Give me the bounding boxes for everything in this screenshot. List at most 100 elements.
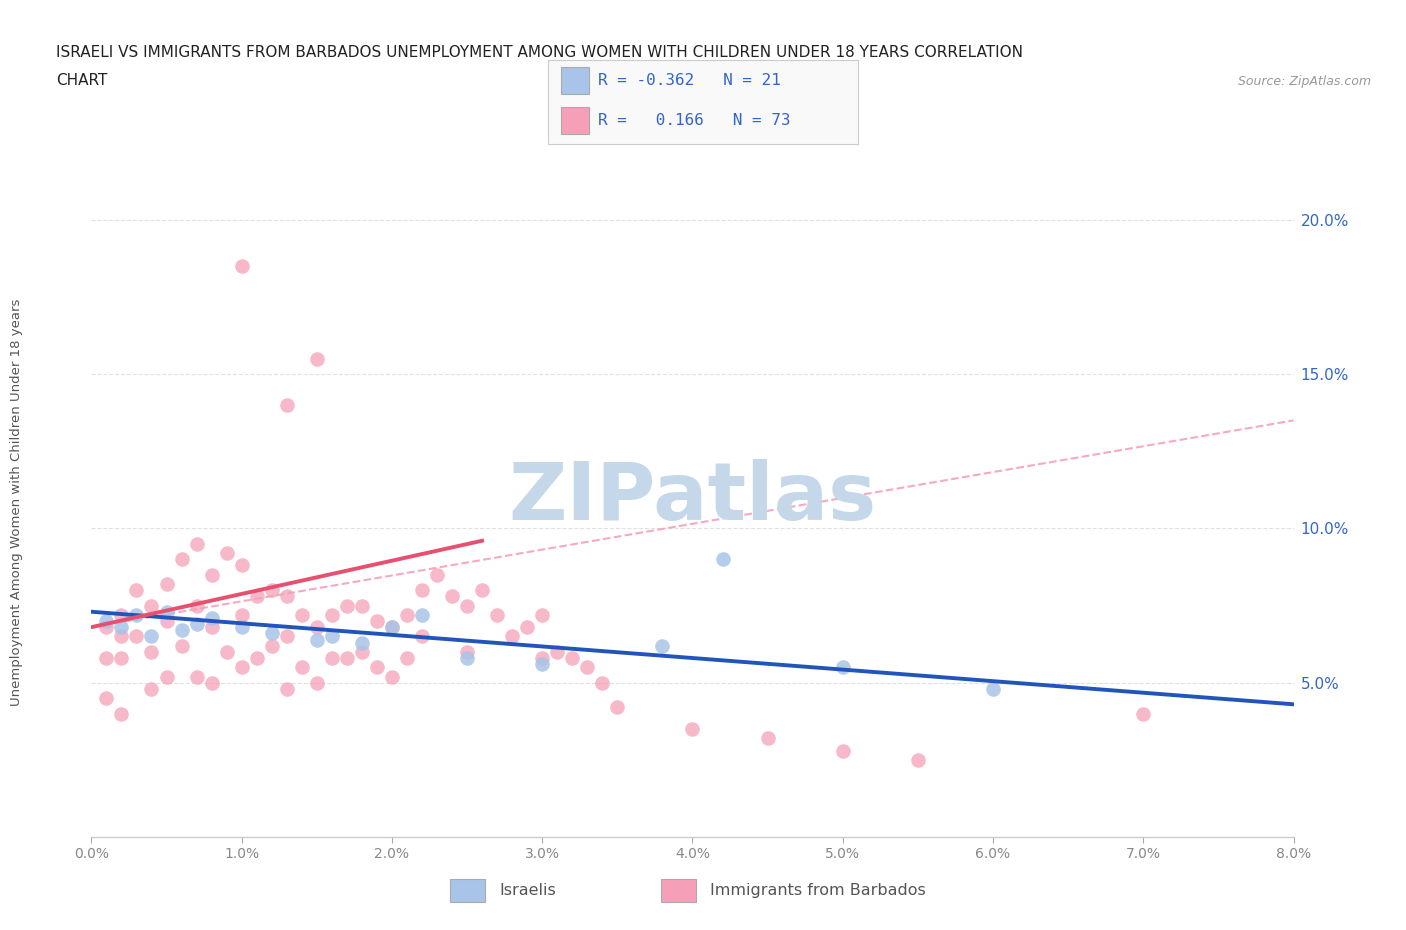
Bar	[561, 67, 589, 94]
Point	[456, 598, 478, 613]
Point	[201, 619, 224, 634]
Point	[321, 651, 343, 666]
Point	[531, 607, 554, 622]
Point	[231, 558, 253, 573]
Point	[231, 259, 253, 273]
Point	[110, 619, 132, 634]
Point	[456, 651, 478, 666]
Point	[546, 644, 568, 659]
Point	[486, 607, 509, 622]
Point	[305, 632, 328, 647]
Point	[291, 607, 314, 622]
Point	[395, 651, 418, 666]
Point	[201, 675, 224, 690]
Point	[276, 629, 298, 644]
Point	[215, 644, 238, 659]
Text: Unemployment Among Women with Children Under 18 years: Unemployment Among Women with Children U…	[10, 299, 24, 706]
Point	[381, 619, 404, 634]
Point	[591, 675, 613, 690]
Point	[756, 731, 779, 746]
Point	[170, 638, 193, 653]
Point	[276, 682, 298, 697]
Point	[336, 651, 359, 666]
Point	[336, 598, 359, 613]
Point	[366, 614, 388, 629]
Point	[246, 651, 269, 666]
Point	[141, 644, 163, 659]
Point	[125, 629, 148, 644]
Point	[96, 691, 118, 706]
Point	[125, 607, 148, 622]
Point	[305, 619, 328, 634]
Point	[155, 577, 177, 591]
Point	[681, 722, 703, 737]
Point	[651, 638, 673, 653]
Text: Israelis: Israelis	[499, 883, 555, 898]
Point	[110, 607, 132, 622]
Point	[155, 669, 177, 684]
Point	[260, 626, 283, 641]
Point	[186, 598, 208, 613]
Point	[471, 583, 494, 598]
Point	[96, 651, 118, 666]
Text: R = -0.362   N = 21: R = -0.362 N = 21	[598, 73, 780, 88]
Point	[276, 397, 298, 412]
Text: R =   0.166   N = 73: R = 0.166 N = 73	[598, 113, 790, 128]
Point	[711, 551, 734, 566]
Point	[186, 669, 208, 684]
Point	[170, 551, 193, 566]
Point	[440, 589, 463, 604]
Point	[305, 675, 328, 690]
Text: Source: ZipAtlas.com: Source: ZipAtlas.com	[1237, 75, 1371, 88]
Point	[321, 629, 343, 644]
Point	[366, 660, 388, 675]
Point	[411, 583, 433, 598]
Point	[231, 660, 253, 675]
Point	[141, 598, 163, 613]
Point	[125, 583, 148, 598]
Text: CHART: CHART	[56, 73, 108, 88]
Point	[350, 635, 373, 650]
Point	[411, 607, 433, 622]
Point	[321, 607, 343, 622]
Point	[231, 607, 253, 622]
Point	[260, 583, 283, 598]
Point	[110, 651, 132, 666]
Point	[201, 610, 224, 625]
Point	[110, 629, 132, 644]
Point	[260, 638, 283, 653]
Point	[516, 619, 538, 634]
Text: ZIPatlas: ZIPatlas	[509, 458, 876, 537]
Point	[907, 752, 929, 767]
Point	[141, 629, 163, 644]
Point	[606, 700, 628, 715]
Point	[381, 619, 404, 634]
Point	[305, 352, 328, 366]
Point	[531, 651, 554, 666]
Point	[531, 657, 554, 671]
Point	[155, 604, 177, 619]
Point	[831, 660, 853, 675]
Point	[831, 743, 853, 758]
Point	[96, 619, 118, 634]
Point	[576, 660, 599, 675]
Point	[350, 598, 373, 613]
Point	[141, 682, 163, 697]
Point	[231, 619, 253, 634]
Point	[291, 660, 314, 675]
Point	[110, 706, 132, 721]
Point	[1132, 706, 1154, 721]
Text: ISRAELI VS IMMIGRANTS FROM BARBADOS UNEMPLOYMENT AMONG WOMEN WITH CHILDREN UNDER: ISRAELI VS IMMIGRANTS FROM BARBADOS UNEM…	[56, 46, 1024, 60]
Point	[170, 623, 193, 638]
Point	[155, 614, 177, 629]
Point	[381, 669, 404, 684]
Point	[426, 567, 449, 582]
Point	[501, 629, 523, 644]
Text: Immigrants from Barbados: Immigrants from Barbados	[710, 883, 925, 898]
Bar	[561, 107, 589, 134]
Bar	[661, 879, 696, 902]
Point	[456, 644, 478, 659]
Point	[186, 617, 208, 631]
Point	[201, 567, 224, 582]
Point	[246, 589, 269, 604]
